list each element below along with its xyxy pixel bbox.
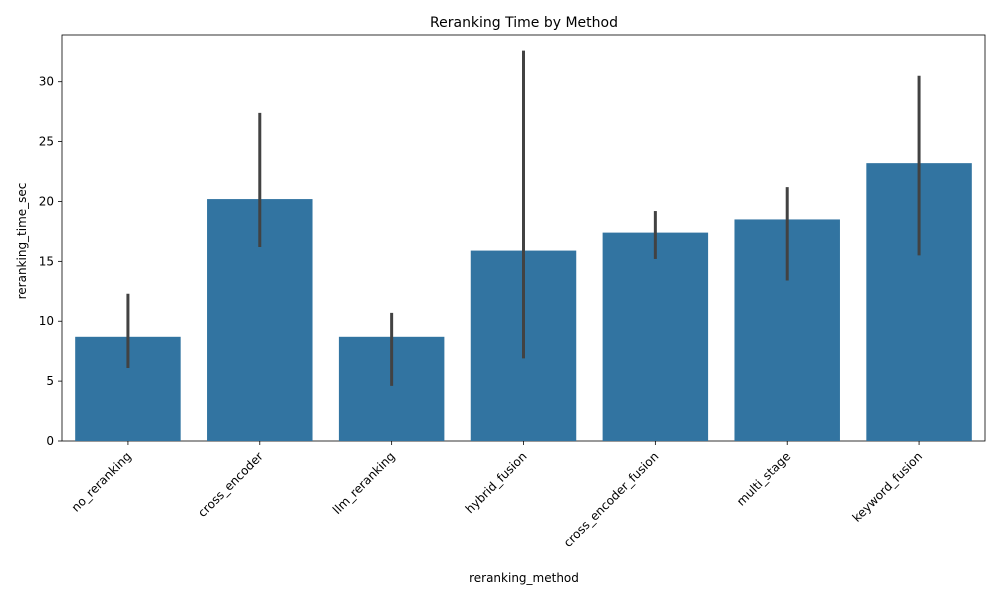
y-tick-label-5: 5 bbox=[46, 374, 54, 388]
y-tick-label-25: 25 bbox=[39, 135, 54, 149]
y-tick-label-30: 30 bbox=[39, 75, 54, 89]
y-tick-label-10: 10 bbox=[39, 314, 54, 328]
error-bars-group bbox=[126, 50, 921, 386]
bar-cross_encoder_fusion bbox=[602, 232, 709, 441]
y-axis-title: reranking_time_sec bbox=[15, 183, 29, 300]
y-tick-label-0: 0 bbox=[46, 434, 54, 448]
bars-group bbox=[75, 163, 972, 441]
y-tick-label-15: 15 bbox=[39, 254, 54, 268]
y-axis: 0 5 10 15 20 25 30 bbox=[39, 75, 62, 448]
chart-title: Reranking Time by Method bbox=[430, 15, 618, 31]
y-tick-label-20: 20 bbox=[39, 194, 54, 208]
x-axis-title: reranking_method bbox=[469, 571, 579, 585]
